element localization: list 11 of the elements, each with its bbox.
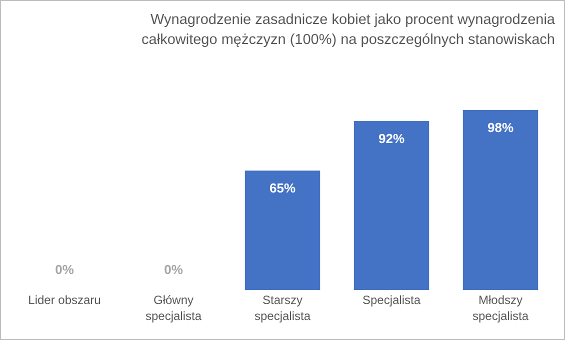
x-tick-label: Młodszy specjalista xyxy=(472,293,529,323)
data-label: 98% xyxy=(487,120,514,135)
x-tick-label: Główny specjalista xyxy=(145,293,202,323)
x-tick-label: Starszy specjalista xyxy=(254,293,311,323)
data-label: 0% xyxy=(55,262,74,277)
data-label: 92% xyxy=(378,131,405,146)
chart-title: Wynagrodzenie zasadnicze kobiet jako procent wynagrodzenia całkowitego mężczyzn (100%) na poszczególnych stanowiskach xyxy=(142,12,556,48)
x-tick-label: Lider obszaru xyxy=(28,293,101,307)
data-label: 65% xyxy=(269,180,296,196)
data-label: 0% xyxy=(164,262,184,277)
x-tick-label: Specjalista xyxy=(362,293,421,307)
